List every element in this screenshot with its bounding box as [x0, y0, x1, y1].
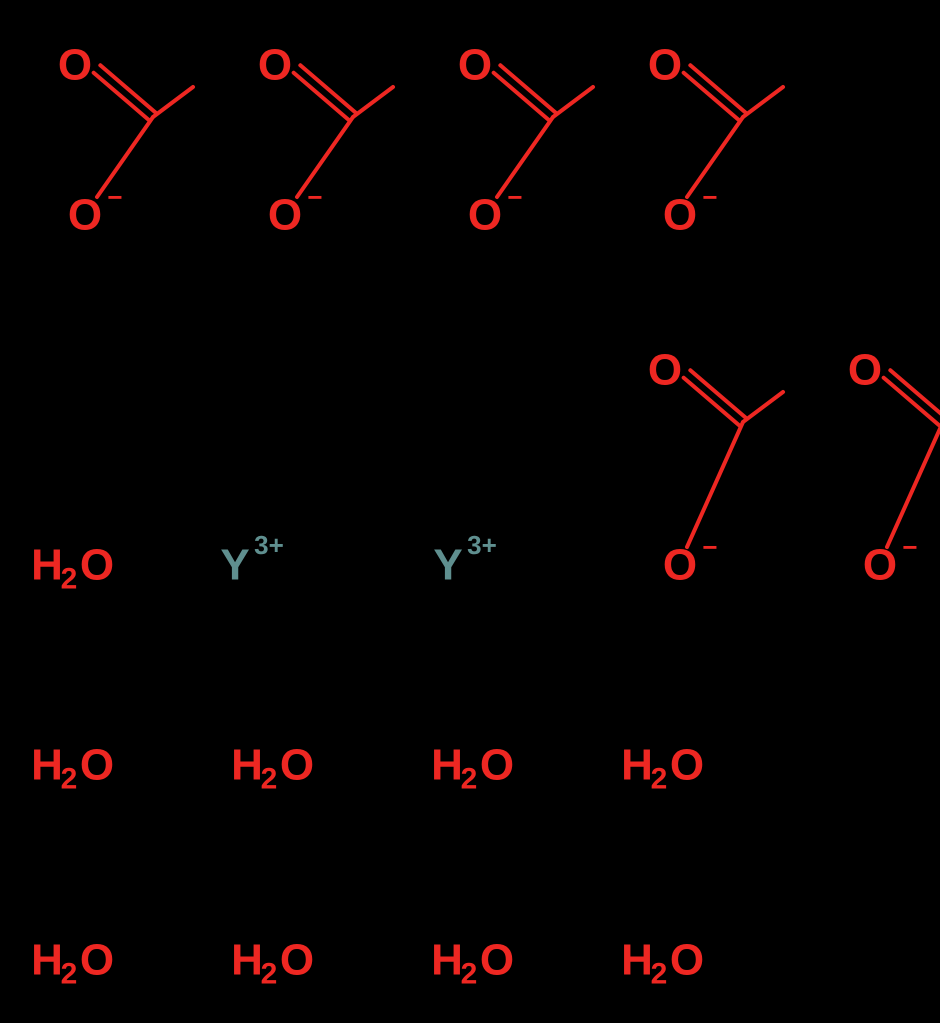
water-H: H — [31, 936, 63, 985]
water-O: O — [480, 741, 514, 790]
water-O: O — [80, 741, 114, 790]
water-O: O — [80, 936, 114, 985]
oxygen-label: O — [58, 41, 92, 90]
water-sub2: 2 — [61, 563, 78, 596]
water-sub2: 2 — [61, 763, 78, 796]
yttrium-label: Y — [433, 541, 462, 590]
oxygen-label: O — [648, 346, 682, 395]
water-sub2: 2 — [261, 763, 278, 796]
oxide-label: O — [268, 191, 302, 240]
water-H: H — [231, 936, 263, 985]
water-O: O — [670, 741, 704, 790]
oxide-label: O — [663, 541, 697, 590]
oxygen-label: O — [648, 41, 682, 90]
background — [0, 0, 940, 1023]
water-H: H — [431, 741, 463, 790]
water-H: H — [431, 936, 463, 985]
oxide-label: O — [468, 191, 502, 240]
charge-minus: − — [702, 532, 717, 562]
water-sub2: 2 — [651, 763, 668, 796]
water-O: O — [280, 741, 314, 790]
water-H: H — [621, 936, 653, 985]
water-sub2: 2 — [261, 958, 278, 991]
charge-minus: − — [307, 182, 322, 212]
water-O: O — [280, 936, 314, 985]
water-sub2: 2 — [61, 958, 78, 991]
water-sub2: 2 — [651, 958, 668, 991]
yttrium-label: Y — [220, 541, 249, 590]
charge-minus: − — [702, 182, 717, 212]
oxide-label: O — [663, 191, 697, 240]
water-H: H — [31, 741, 63, 790]
oxygen-label: O — [258, 41, 292, 90]
water-sub2: 2 — [461, 763, 478, 796]
water-H: H — [31, 541, 63, 590]
oxide-label: O — [68, 191, 102, 240]
water-H: H — [621, 741, 653, 790]
charge-minus: − — [507, 182, 522, 212]
oxygen-label: O — [848, 346, 882, 395]
charge-3plus: 3+ — [467, 530, 497, 560]
water-O: O — [480, 936, 514, 985]
oxide-label: O — [863, 541, 897, 590]
water-O: O — [80, 541, 114, 590]
water-sub2: 2 — [461, 958, 478, 991]
charge-minus: − — [902, 532, 917, 562]
charge-minus: − — [107, 182, 122, 212]
water-O: O — [670, 936, 704, 985]
charge-3plus: 3+ — [254, 530, 284, 560]
water-H: H — [231, 741, 263, 790]
oxygen-label: O — [458, 41, 492, 90]
